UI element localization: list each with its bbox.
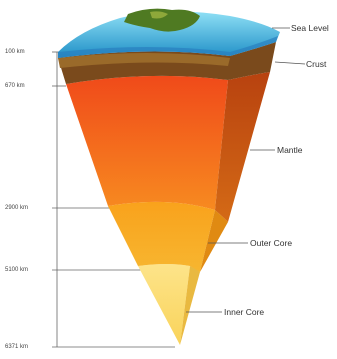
layer-label-outer-core: Outer Core (250, 238, 293, 248)
depth-label-6371: 6371 km (5, 344, 29, 350)
depth-label-2900: 2900 km (5, 205, 29, 211)
inner-core-shape (138, 264, 190, 345)
depth-label-100: 100 km (5, 49, 25, 55)
layer-label-inner-core: Inner Core (224, 307, 265, 317)
layer-label-crust: Crust (306, 59, 327, 69)
leader-crust (274, 61, 306, 65)
layer-label-sea-level: Sea Level (291, 23, 329, 33)
continent-shape (124, 8, 200, 32)
mantle-side (215, 72, 270, 222)
ocean-edge (58, 36, 278, 58)
depth-label-5100: 5100 km (5, 267, 29, 273)
outer-core-shape (108, 201, 215, 272)
outer-core-side (200, 210, 228, 272)
depth-label-670: 670 km (5, 83, 25, 89)
crust-upper-band (58, 53, 230, 68)
mantle-shape (66, 75, 228, 210)
ocean-surface (58, 11, 280, 59)
inner-core-side (180, 266, 200, 345)
continent-highlight (150, 11, 168, 19)
layer-label-mantle: Mantle (277, 145, 303, 155)
crust-shape (58, 42, 276, 84)
